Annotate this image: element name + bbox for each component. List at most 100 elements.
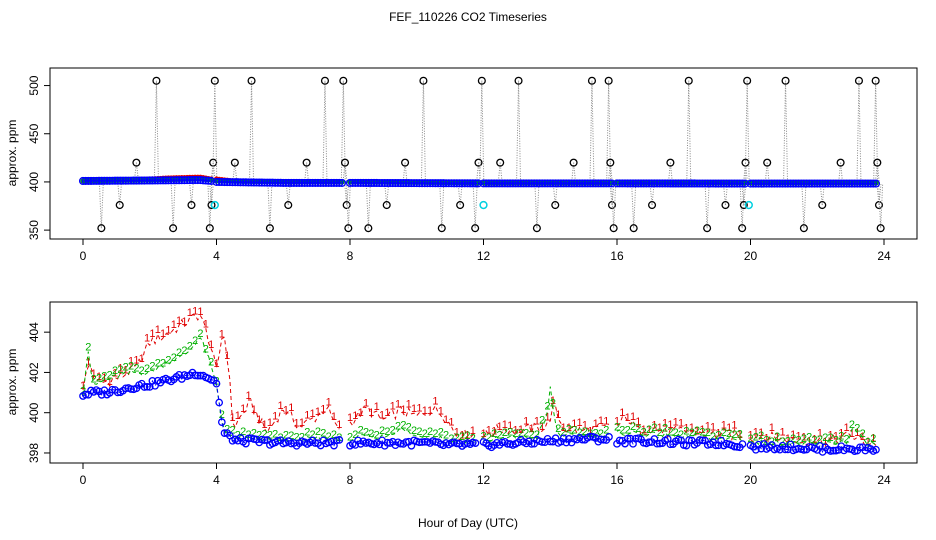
series-3-point	[858, 179, 867, 188]
series-3-point	[145, 176, 154, 185]
series-1-point: 1	[272, 411, 278, 423]
series-1-point: 1	[699, 424, 705, 436]
series-3-point	[233, 178, 242, 187]
series-2-point: 2	[758, 430, 764, 442]
series-2-point: 2	[630, 421, 636, 433]
series-3-point	[775, 179, 784, 188]
series-2-point: 2	[545, 401, 551, 413]
spike-point	[230, 158, 239, 167]
series-2-point: 2	[550, 397, 556, 409]
series-3-point	[719, 179, 728, 188]
series-2-point: 2	[256, 429, 262, 441]
spike-line	[439, 183, 443, 229]
series-3-point	[821, 179, 830, 188]
series-3-point	[388, 178, 397, 188]
series-3-point	[410, 179, 419, 188]
series-3-point	[321, 178, 331, 187]
series-3-point	[508, 179, 517, 188]
x-tick-label: 12	[477, 249, 491, 263]
series-3-point	[554, 179, 563, 188]
series-3-point	[447, 179, 456, 188]
series-2-point: 2	[85, 342, 91, 354]
series-2-point: 2	[534, 429, 540, 441]
series-2-point: 2	[678, 429, 684, 441]
series-3-point	[866, 179, 875, 188]
series-2-point: 2	[795, 434, 801, 446]
series-3-point	[738, 440, 747, 448]
series-3-point	[516, 179, 525, 188]
series-3-point	[607, 179, 616, 188]
spike-point	[799, 224, 808, 233]
spike-line	[785, 80, 789, 184]
series-3-point	[781, 445, 790, 454]
series-3-point	[746, 179, 755, 188]
series-1-point: 1	[443, 414, 449, 426]
series-3-point	[818, 179, 827, 188]
series-3-point	[223, 178, 232, 187]
series-3-point	[645, 438, 653, 447]
series-2-point: 2	[822, 432, 828, 444]
series-3-point	[108, 176, 117, 185]
series-3-point	[551, 179, 560, 188]
series-2-point: 2	[801, 433, 807, 445]
series-3-point	[725, 179, 734, 188]
bottom-y-axis-label: approx. ppm	[5, 349, 19, 416]
series-3-point	[671, 179, 680, 188]
series-1-point: 1	[641, 424, 647, 436]
series-3-point	[826, 179, 835, 188]
series-1-point: 1	[310, 408, 316, 420]
series-2-point: 2	[411, 425, 417, 437]
x-axis-label: Hour of Day (UTC)	[418, 516, 518, 530]
series-1-point: 1	[96, 371, 102, 383]
series-3-point	[604, 179, 614, 188]
series-3-point	[540, 179, 549, 188]
series-3-point	[196, 176, 205, 185]
series-2-point: 2	[598, 428, 604, 440]
series-3-point	[807, 179, 816, 188]
series-2-point: 2	[817, 434, 823, 446]
spike-point	[284, 201, 293, 210]
series-3-point	[799, 179, 808, 188]
series-2-point: 2	[112, 365, 118, 377]
series-1-point: 1	[625, 412, 631, 424]
series-3-point	[682, 179, 691, 188]
series-3-point	[450, 179, 459, 188]
series-3-point	[78, 176, 88, 186]
series-2-point: 2	[454, 432, 460, 444]
series-3-point	[546, 437, 555, 446]
spike-point	[247, 76, 256, 85]
series-1-point: 1	[480, 428, 486, 440]
series-3-point	[167, 176, 176, 185]
spike-point	[152, 76, 161, 85]
series-3-point	[183, 176, 192, 185]
series-3-point	[81, 390, 90, 399]
series-1-point: 1	[438, 405, 444, 417]
y-tick-label: 398	[27, 443, 41, 463]
series-3-point	[853, 179, 862, 188]
spike-point	[514, 76, 523, 85]
series-3-point	[263, 178, 272, 187]
series-3-point	[439, 179, 448, 188]
series-2-point: 2	[315, 426, 321, 438]
series-3-point	[644, 179, 654, 188]
series-2-point: 2	[384, 426, 390, 438]
series-3-point	[781, 179, 790, 188]
spike-line	[479, 80, 483, 184]
series-3-point	[172, 176, 181, 185]
series-1-point: 1	[395, 398, 401, 410]
series-2-point: 2	[518, 427, 524, 439]
series-2-point: 2	[192, 335, 198, 347]
x-tick-label: 8	[347, 249, 354, 263]
spike-point	[569, 158, 578, 167]
series-3-point	[628, 179, 638, 188]
series-2-point: 2	[619, 425, 625, 437]
spike-line	[210, 180, 214, 206]
series-2-point: 2	[107, 370, 113, 382]
series-1-point: 1	[331, 411, 337, 423]
series-1-point: 1	[779, 427, 785, 439]
spike-line	[98, 180, 102, 229]
x-tick-label: 0	[80, 473, 87, 487]
series-3-point	[583, 179, 592, 188]
series-3-point	[81, 176, 90, 185]
series-1-point: 1	[828, 430, 834, 442]
